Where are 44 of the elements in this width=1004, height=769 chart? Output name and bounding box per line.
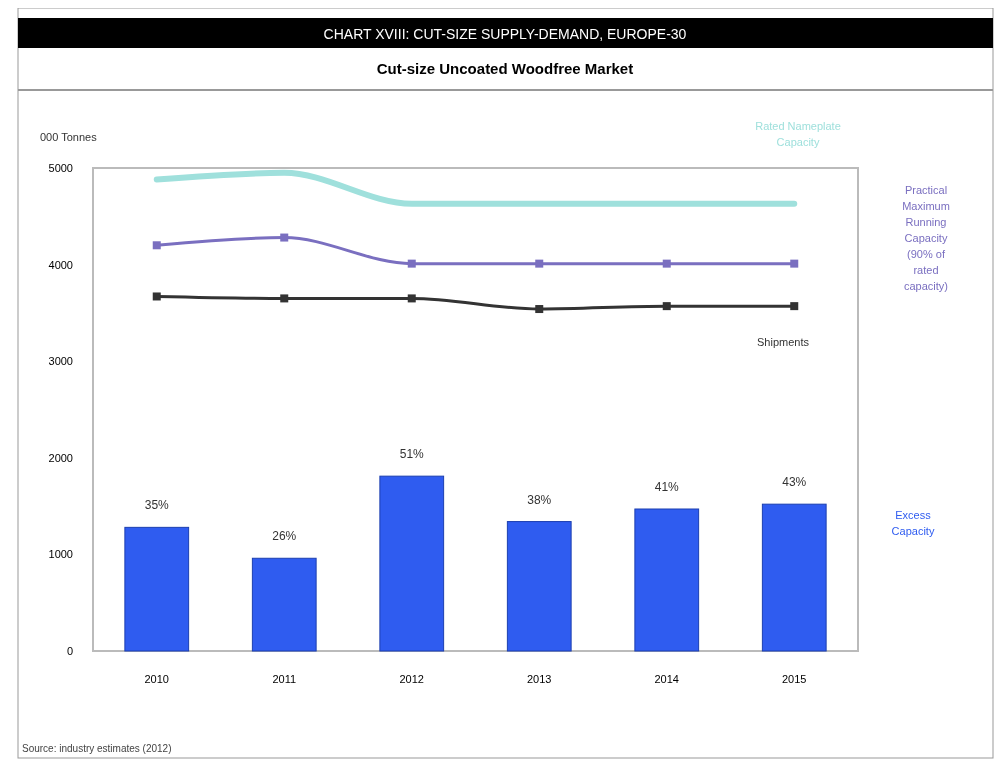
bar (506, 521, 572, 652)
point (535, 305, 544, 314)
x-tick-label: 2010 (144, 673, 169, 685)
annotation: 35% (144, 498, 170, 513)
point (280, 233, 289, 242)
chart-subtitle: Cut-size Uncoated Woodfree Market (376, 60, 634, 77)
text: Shipments (757, 336, 810, 349)
point (407, 294, 416, 303)
point (790, 259, 799, 268)
y-tick-label: 1000 (48, 548, 73, 561)
y-axis-title: 000 Tonnes (40, 131, 98, 143)
annotation: 51% (399, 447, 425, 462)
annotation: 43% (782, 475, 807, 490)
y-tick-label: 0 (66, 645, 73, 657)
point (790, 302, 799, 311)
y-tick-label: 3000 (48, 355, 73, 368)
point (662, 302, 671, 311)
point (280, 294, 289, 303)
point (662, 259, 671, 268)
chart-title: CHART XVIII: CUT-SIZE SUPPLY-DEMAND, EUROPE-30 (323, 26, 687, 42)
point (407, 259, 416, 268)
x-tick-label: 2011 (272, 673, 297, 685)
x-tick-label: 2012 (399, 673, 424, 685)
y-tick-label: 4000 (48, 258, 73, 271)
point (535, 259, 544, 268)
y-tick-label: 2000 (48, 451, 73, 464)
bar (761, 503, 827, 652)
annotation: 41% (654, 480, 680, 494)
annotation: 26% (272, 529, 297, 544)
bar (379, 475, 445, 652)
bar (251, 557, 317, 652)
x-tick-label: 2014 (654, 673, 679, 685)
text: Excess Capacity (891, 509, 935, 538)
y-tick-label: 5000 (48, 162, 73, 174)
bar (124, 526, 190, 652)
x-tick-label: 2015 (782, 673, 807, 685)
annotation: 38% (527, 492, 552, 507)
bar (634, 508, 700, 652)
point (152, 241, 161, 250)
text: Practical Maximum Running Capacity (90% of rated capacity) (902, 184, 950, 292)
source-note: Source: industry estimates (2012) (22, 743, 172, 754)
x-tick-label: 2013 (527, 673, 552, 685)
point (152, 292, 161, 301)
text: Rated Nameplate Capacity (755, 120, 841, 148)
